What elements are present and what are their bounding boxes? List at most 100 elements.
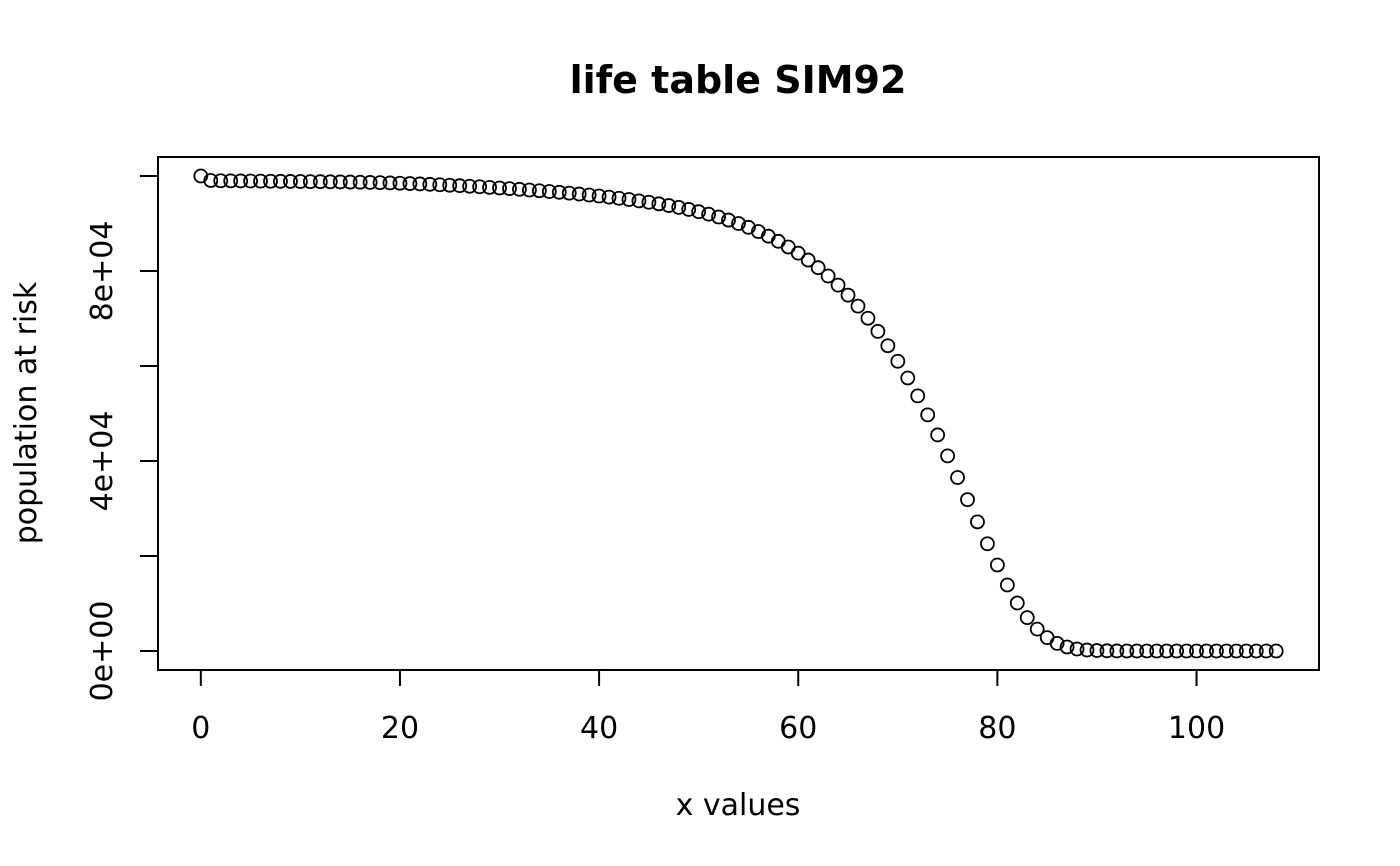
data-point [531,183,547,199]
data-point [382,175,398,191]
data-point [960,492,975,508]
data-point [412,176,428,192]
data-point [810,260,826,276]
data-point [452,178,468,194]
data-point [502,181,517,197]
data-point [1119,643,1135,659]
data-point [1049,636,1065,651]
data-point [1159,643,1175,659]
data-point [1079,642,1095,658]
data-point [900,370,916,386]
data-point [541,184,557,199]
data-point [1139,643,1155,659]
x-axis: 0 20 40 60 80 100 [191,669,1225,746]
data-point [482,179,497,195]
data-point [1189,643,1204,659]
data-point [950,470,965,485]
data-point [1009,595,1025,611]
y-tick-label: 0e+00 [85,601,120,702]
data-point [442,177,458,193]
data-point [1089,643,1105,658]
data-point [1238,643,1254,659]
data-point [322,174,338,190]
data-point [870,323,886,339]
data-point [631,193,647,209]
data-point [213,173,229,189]
data-point [1228,643,1244,659]
data-point [840,287,856,303]
data-point [970,514,985,530]
data-point [691,204,707,220]
x-tick-label: 80 [978,711,1016,746]
data-point [1199,643,1214,659]
data-point [920,407,936,423]
data-point [651,196,667,212]
chart-title: life table SIM92 [570,58,907,102]
data-point [711,209,726,225]
data-point [312,174,328,190]
data-point [263,173,278,189]
y-axis: 0e+00 4e+04 8e+04 [85,175,159,702]
data-point [671,199,687,215]
x-tick-label: 0 [191,711,210,746]
data-point [342,174,358,190]
data-point [1209,643,1224,659]
data-point [1248,643,1264,659]
plot-frame [157,156,1320,671]
data-point [1179,643,1194,659]
data-point [681,202,697,217]
data-point [581,187,597,203]
data-point [910,388,926,404]
data-point [641,194,657,210]
data-point [561,185,577,201]
data-point [611,190,627,206]
data-points [193,168,1284,659]
data-point [800,252,816,268]
data-point [223,173,239,189]
data-point [273,173,288,189]
data-point [571,186,587,202]
data-point [233,173,249,189]
data-point [1029,621,1045,637]
y-axis-label: population at risk [9,281,44,544]
data-point [999,577,1015,593]
data-point [601,189,617,205]
data-point [1258,643,1274,659]
data-point [1109,643,1125,659]
data-point [243,173,259,189]
data-point [890,353,906,369]
data-point [1218,643,1234,659]
data-point [462,178,478,194]
data-point [432,177,448,193]
data-point [621,192,637,207]
data-point [731,216,746,231]
data-point [721,212,736,228]
data-point [860,310,876,326]
data-point [422,176,438,192]
data-point [402,176,418,191]
data-point [1019,610,1035,626]
data-point [522,182,537,198]
data-point [372,175,388,191]
data-point [591,188,607,204]
data-point [880,338,896,354]
x-tick-label: 20 [381,711,419,746]
data-point [701,206,717,222]
data-point [1069,641,1085,657]
data-point [770,233,786,249]
x-axis-label: x values [676,788,801,823]
data-point [551,184,567,200]
data-point [292,174,308,189]
data-point [253,173,268,189]
data-point [283,174,298,189]
data-point [980,536,995,552]
data-point [472,179,488,195]
data-point [332,174,348,190]
data-point [930,427,946,443]
data-point [850,298,866,314]
x-tick-label: 40 [580,711,618,746]
y-tick-label: 4e+04 [85,411,120,512]
data-point [1059,639,1075,655]
data-point [741,219,756,235]
data-point [1169,643,1185,659]
